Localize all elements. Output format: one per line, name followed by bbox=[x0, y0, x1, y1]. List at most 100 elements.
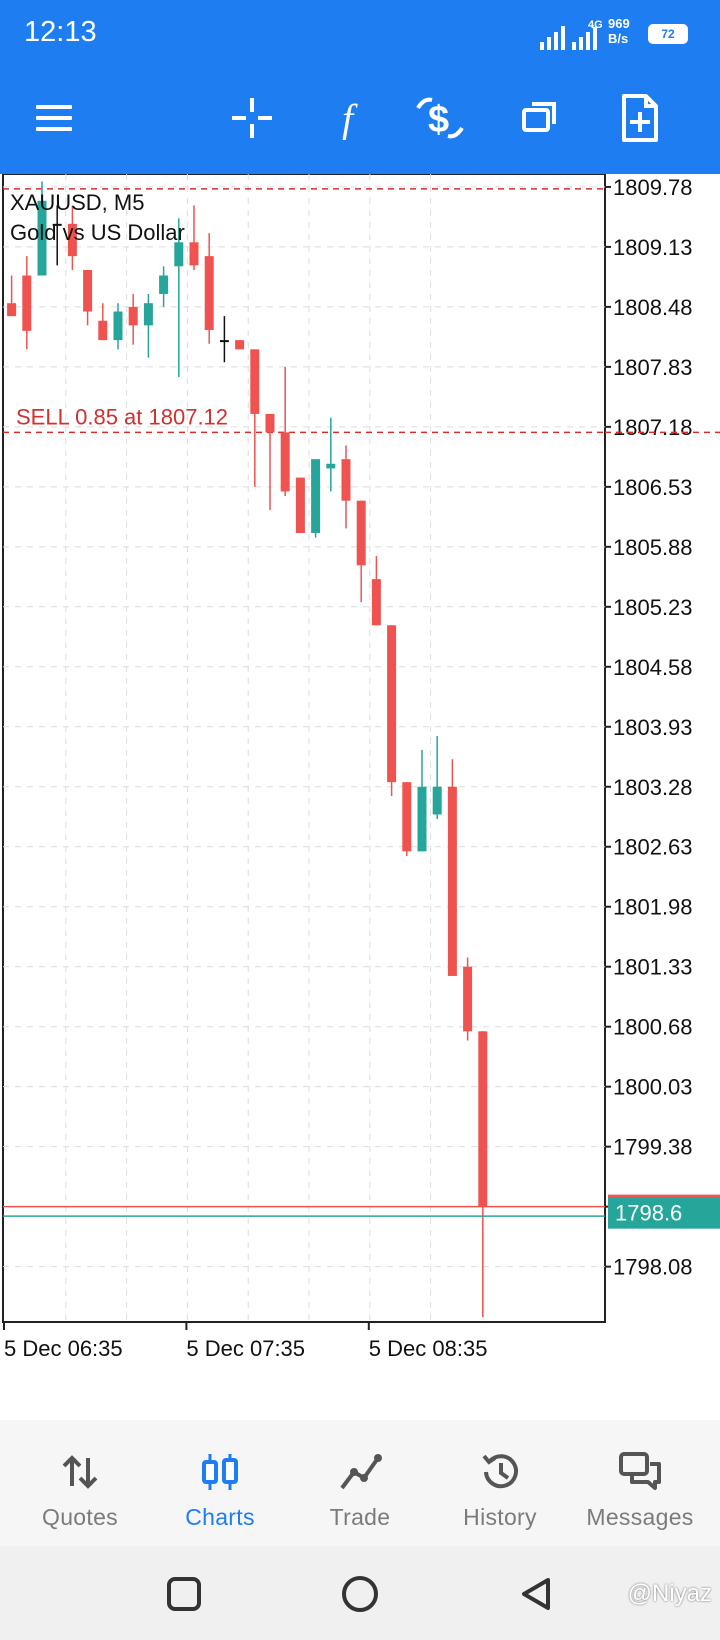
svg-text:f: f bbox=[342, 96, 358, 140]
y-tick-label: 1802.63 bbox=[613, 835, 693, 860]
system-navigation-bar: @Niyaz bbox=[0, 1546, 720, 1640]
x-tick-label: 5 Dec 07:35 bbox=[186, 1336, 305, 1361]
status-bar: 12:13 4G 969 B/s 72 bbox=[0, 0, 720, 64]
candle-bear bbox=[22, 275, 32, 331]
y-tick-label: 1804.58 bbox=[613, 655, 693, 680]
windows-button[interactable] bbox=[510, 88, 570, 148]
current-price-label: 1798.6 bbox=[615, 1201, 682, 1226]
y-tick-label: 1800.03 bbox=[613, 1075, 693, 1100]
indicators-button[interactable]: f bbox=[326, 88, 386, 148]
y-tick-label: 1799.38 bbox=[613, 1135, 693, 1160]
candle-bull bbox=[311, 459, 321, 533]
current-price-tag bbox=[608, 1196, 720, 1229]
network-speed-value: 969 bbox=[608, 16, 630, 31]
network-speed-unit: B/s bbox=[608, 31, 629, 46]
y-tick-label: 1801.98 bbox=[613, 895, 693, 920]
recent-apps-icon[interactable] bbox=[166, 1576, 202, 1612]
y-tick-label: 1798.08 bbox=[613, 1255, 693, 1280]
candle-bear bbox=[98, 320, 108, 341]
templates-button[interactable] bbox=[610, 88, 670, 148]
new-order-icon: $ bbox=[416, 97, 464, 141]
y-tick-label: 1807.18 bbox=[613, 415, 693, 440]
nav-quotes-label: Quotes bbox=[42, 1504, 118, 1530]
y-tick-label: 1808.48 bbox=[613, 295, 693, 320]
trend-line-icon bbox=[340, 1454, 382, 1490]
plot-area bbox=[2, 174, 606, 1323]
y-tick-label: 1801.33 bbox=[613, 955, 693, 980]
y-tick-label: 1800.68 bbox=[613, 1015, 693, 1040]
app-toolbar: f $ bbox=[0, 64, 720, 174]
bottom-navigation: Quotes Charts Trade History M bbox=[0, 1420, 720, 1546]
candle-bear bbox=[356, 500, 366, 566]
candle-bear bbox=[67, 223, 77, 257]
home-icon[interactable] bbox=[340, 1574, 380, 1614]
candle-bear bbox=[387, 625, 397, 783]
back-icon[interactable] bbox=[518, 1576, 554, 1612]
watermark: @Niyaz bbox=[627, 1580, 712, 1607]
candle-bull bbox=[143, 303, 153, 326]
chart-symbol: XAUUSD, M5 bbox=[10, 190, 145, 215]
crosshair-icon bbox=[232, 98, 272, 138]
templates-icon bbox=[622, 94, 658, 142]
candle-bear bbox=[128, 306, 138, 326]
candles-icon bbox=[202, 1454, 238, 1490]
y-tick-label: 1803.93 bbox=[613, 715, 693, 740]
candle-bull bbox=[432, 786, 442, 815]
nav-messages[interactable]: Messages bbox=[570, 1420, 710, 1546]
candle-bear bbox=[235, 340, 245, 350]
battery-indicator: 72 bbox=[648, 24, 688, 44]
windows-icon bbox=[522, 102, 556, 132]
ask-price-marker bbox=[608, 1194, 720, 1198]
price-chart[interactable]: 1809.78 1809.13 1808.48 1807.83 1807.18 1806.… bbox=[0, 174, 720, 1420]
nav-messages-label: Messages bbox=[586, 1504, 694, 1530]
nav-charts[interactable]: Charts bbox=[150, 1420, 290, 1546]
candle-bull bbox=[219, 340, 229, 343]
nav-trade[interactable]: Trade bbox=[290, 1420, 430, 1546]
y-tick-label: 1803.28 bbox=[613, 775, 693, 800]
x-tick-label: 5 Dec 08:35 bbox=[369, 1336, 488, 1361]
mobile-data-icon: 4G bbox=[572, 19, 602, 50]
signal-strength-icon bbox=[540, 26, 565, 50]
nav-trade-label: Trade bbox=[329, 1504, 391, 1530]
candle-bear bbox=[463, 966, 473, 1032]
y-tick-label: 1805.88 bbox=[613, 535, 693, 560]
nav-quotes[interactable]: Quotes bbox=[10, 1420, 150, 1546]
menu-icon bbox=[36, 105, 72, 131]
svg-text:$: $ bbox=[428, 99, 449, 141]
crosshair-button[interactable] bbox=[222, 88, 282, 148]
candle-bull bbox=[326, 463, 336, 469]
candle-bear bbox=[7, 303, 17, 317]
candle-bull bbox=[113, 311, 123, 341]
y-tick-label: 1807.83 bbox=[613, 355, 693, 380]
chart-area[interactable]: 1809.78 1809.13 1808.48 1807.83 1807.18 1806.… bbox=[0, 174, 720, 1420]
new-order-button[interactable]: $ bbox=[410, 88, 470, 148]
candle-bear bbox=[204, 256, 214, 330]
candle-bull bbox=[417, 786, 427, 852]
y-tick-label: 1806.53 bbox=[613, 475, 693, 500]
candle-bear bbox=[83, 269, 93, 312]
indicators-icon: f bbox=[342, 96, 358, 140]
candle-bear bbox=[280, 432, 290, 492]
status-time: 12:13 bbox=[24, 16, 97, 48]
candle-bear bbox=[265, 413, 275, 433]
history-clock-icon bbox=[482, 1454, 518, 1489]
candle-bull bbox=[159, 275, 169, 294]
status-icons: 4G 969 B/s 72 bbox=[540, 14, 700, 50]
network-speed: 969 B/s bbox=[608, 16, 642, 46]
chat-bubbles-icon bbox=[619, 1452, 661, 1490]
candle-bear bbox=[402, 782, 412, 852]
candle-bull bbox=[37, 200, 47, 276]
candle-bear bbox=[447, 786, 457, 976]
menu-button[interactable] bbox=[24, 88, 84, 148]
candle-bear bbox=[189, 242, 199, 266]
network-type-badge: 4G bbox=[588, 19, 602, 31]
y-tick-label: 1805.23 bbox=[613, 595, 693, 620]
candle-bull bbox=[52, 223, 62, 226]
candle-bear bbox=[371, 579, 381, 626]
nav-history[interactable]: History bbox=[430, 1420, 570, 1546]
candle-bull bbox=[174, 242, 184, 267]
candle-bear bbox=[478, 1031, 488, 1207]
chart-description: Gold vs US Dollar bbox=[10, 220, 185, 245]
candle-bear bbox=[341, 459, 351, 501]
candle-bear bbox=[295, 477, 305, 533]
